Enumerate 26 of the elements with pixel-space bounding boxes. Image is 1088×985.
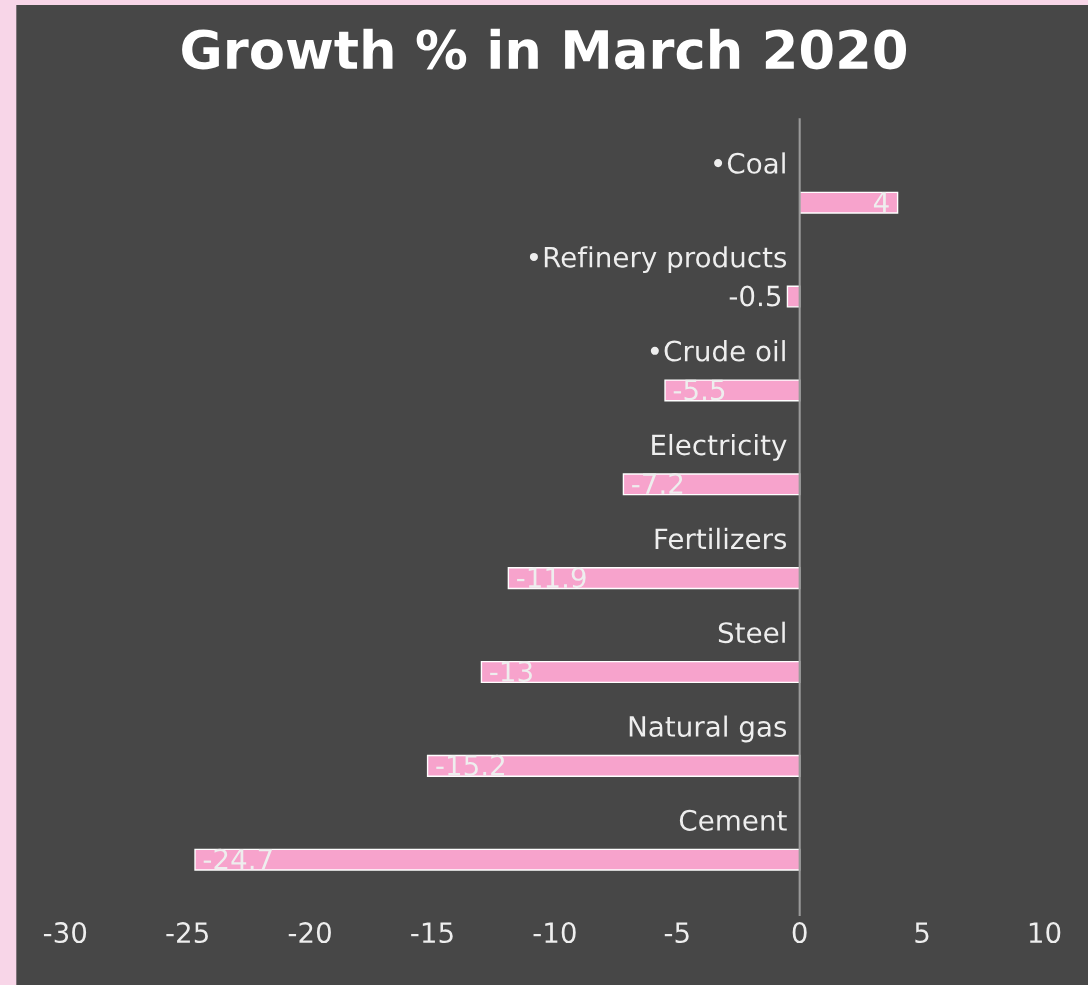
x-tick-label: 5	[915, 922, 929, 944]
data-label: -24.7	[203, 848, 272, 870]
x-tick-label: -30	[43, 922, 87, 944]
data-label: -11.9	[517, 567, 586, 589]
data-label: -0.5	[729, 285, 781, 307]
y-tick-label: Cement	[679, 809, 787, 831]
y-tick-label: Fertilizers	[655, 527, 787, 550]
y-tick-label: Natural gas	[629, 715, 787, 743]
data-label: -7.2	[632, 473, 683, 494]
x-tick-label: -25	[166, 922, 208, 944]
y-tick-label: •Coal	[714, 152, 785, 174]
x-tick-label: -5	[664, 922, 689, 944]
y-tick-label: Electricity	[652, 433, 787, 461]
y-tick-label: •Refinery products	[529, 246, 787, 274]
x-tick-label: 0	[792, 922, 807, 944]
x-tick-label: 10	[1029, 922, 1061, 944]
chart-title: Growth % in March 2020	[182, 28, 907, 70]
y-tick-label: Steel	[718, 621, 785, 644]
x-tick-label: -10	[533, 922, 576, 944]
x-tick-label: -15	[411, 922, 453, 944]
data-label: -15.2	[436, 754, 505, 776]
data-label: 4	[873, 191, 889, 213]
y-tick-label: •Crude oil	[650, 340, 785, 362]
data-label: -13	[490, 660, 532, 682]
data-label: -5.5	[673, 379, 725, 401]
x-tick-label: -20	[288, 922, 331, 944]
